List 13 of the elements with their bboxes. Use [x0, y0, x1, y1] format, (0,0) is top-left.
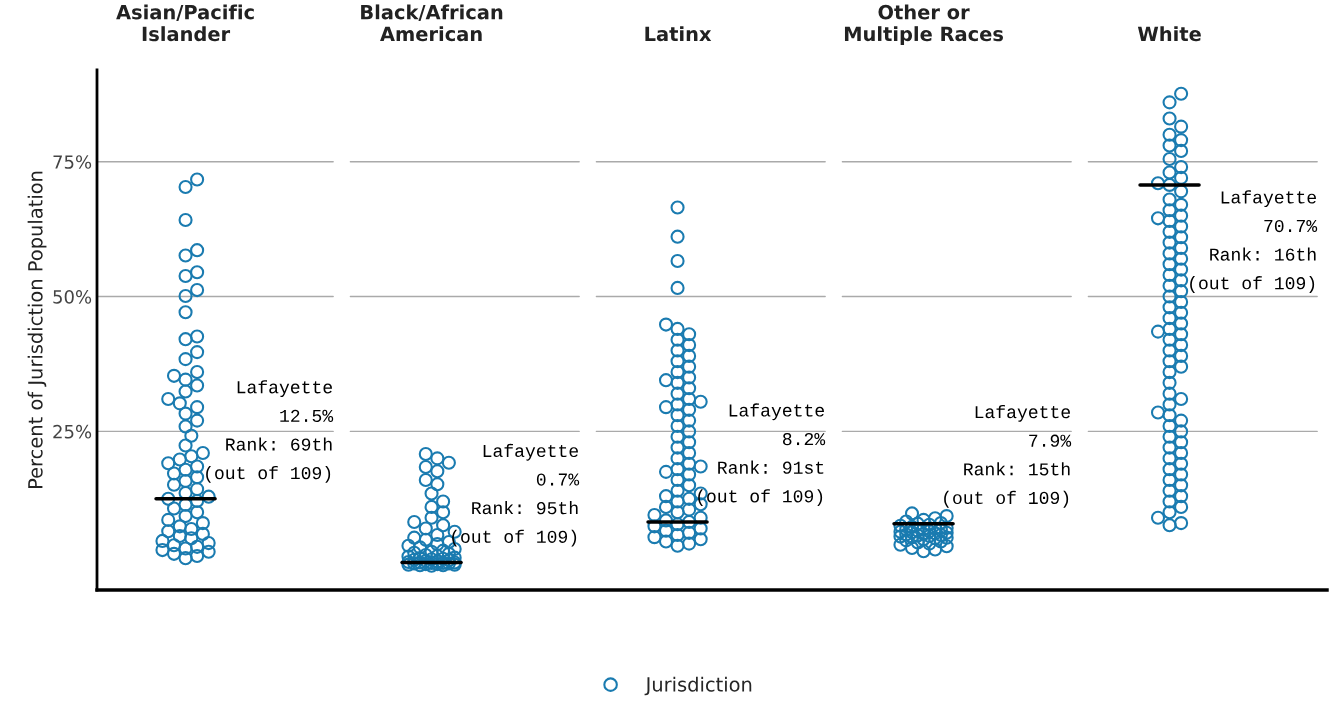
- legend-label: Jurisdiction: [644, 676, 752, 696]
- x-tick-label: White: [1137, 26, 1201, 42]
- x-tick-label: Other or Multiple Races: [844, 4, 1004, 45]
- y-axis-title: Percent of Jurisdiction Population: [27, 171, 47, 489]
- annotation: Lafayette 7.9% Rank: 15th (out of 109): [944, 404, 1072, 508]
- annotation: Lafayette 12.5% Rank: 69th (out of 109): [206, 380, 334, 483]
- y-tick-label: 75%: [53, 155, 92, 169]
- annotation: Lafayette 70.7% Rank: 16th (out of 109): [1190, 190, 1318, 293]
- y-tick-label: 25%: [53, 424, 92, 439]
- x-tick-label: Asian/Pacific Islander: [116, 4, 254, 42]
- y-tick-label: 50%: [53, 290, 92, 304]
- x-tick-label: Black/African American: [361, 4, 503, 42]
- x-tick-label: Latinx: [645, 26, 712, 42]
